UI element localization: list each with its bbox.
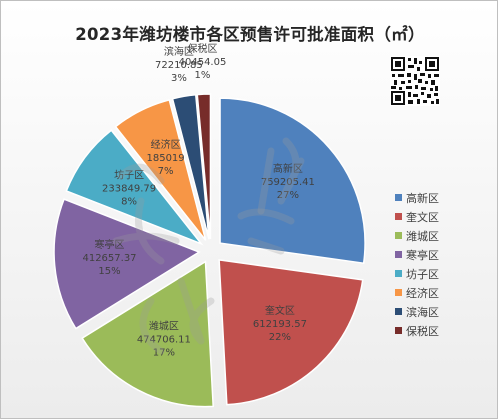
legend-swatch-7 xyxy=(395,308,402,315)
chart-title: 2023年潍坊楼市各区预售许可批准面积（㎡） xyxy=(75,25,425,44)
slice-label-value-3: 474706.11 xyxy=(137,334,191,345)
legend-swatch-1 xyxy=(395,194,402,201)
legend-label-8: 保税区 xyxy=(406,324,439,338)
slice-label-percent-4: 15% xyxy=(98,266,120,277)
legend-label-4: 寒亭区 xyxy=(406,248,439,262)
pie-slice-6 xyxy=(114,98,207,241)
slice-label-name-5: 坊子区 xyxy=(114,168,144,181)
slice-label-percent-1: 27% xyxy=(277,190,299,201)
slice-label-name-3: 潍城区 xyxy=(149,320,179,332)
slice-label-name-4: 寒亭区 xyxy=(95,238,125,251)
pie-slice-4 xyxy=(53,198,201,330)
pie-slice-7 xyxy=(171,93,210,240)
legend-label-1: 高新区 xyxy=(406,191,439,205)
legend-label-2: 奎文区 xyxy=(406,210,439,224)
slice-label-percent-8: 1% xyxy=(195,70,211,81)
qr-code xyxy=(390,56,440,106)
slice-label-value-7: 72210.85 xyxy=(155,60,203,71)
slice-label-value-8: 40454.05 xyxy=(179,57,227,68)
legend-label-7: 滨海区 xyxy=(406,305,439,319)
slice-label-value-4: 412657.37 xyxy=(82,253,136,264)
legend-swatch-8 xyxy=(395,327,402,334)
slice-label-name-7: 滨海区 xyxy=(164,45,194,58)
legend-swatch-4 xyxy=(395,251,402,258)
slice-label-name-2: 奎文区 xyxy=(265,304,295,317)
pie-slice-3 xyxy=(81,260,214,408)
slice-label-value-1: 759205.41 xyxy=(261,177,315,188)
slice-label-percent-7: 3% xyxy=(171,73,187,84)
pie-slice-2 xyxy=(218,258,364,406)
pie-slice-8 xyxy=(196,93,212,240)
slice-label-percent-2: 22% xyxy=(269,332,291,343)
slice-label-value-5: 233849.79 xyxy=(102,183,156,194)
slice-label-percent-5: 8% xyxy=(121,196,137,207)
pie-slice-1 xyxy=(219,97,366,265)
slice-label-name-6: 经济区 xyxy=(151,138,181,151)
slice-label-name-1: 高新区 xyxy=(273,162,303,175)
legend-swatch-5 xyxy=(395,270,402,277)
slice-label-percent-6: 7% xyxy=(158,166,174,177)
legend-swatch-2 xyxy=(395,213,402,220)
slice-label-percent-3: 17% xyxy=(153,347,175,358)
legend-label-6: 经济区 xyxy=(406,286,439,300)
legend-swatch-3 xyxy=(395,232,402,239)
slice-label-value-6: 185019 xyxy=(146,153,184,164)
pie-slice-5 xyxy=(65,129,204,246)
legend-label-5: 坊子区 xyxy=(406,267,439,281)
slice-label-value-2: 612193.57 xyxy=(253,319,307,330)
legend-label-3: 潍城区 xyxy=(406,230,439,243)
slice-label-name-8: 保税区 xyxy=(187,42,217,55)
legend-swatch-6 xyxy=(395,289,402,296)
